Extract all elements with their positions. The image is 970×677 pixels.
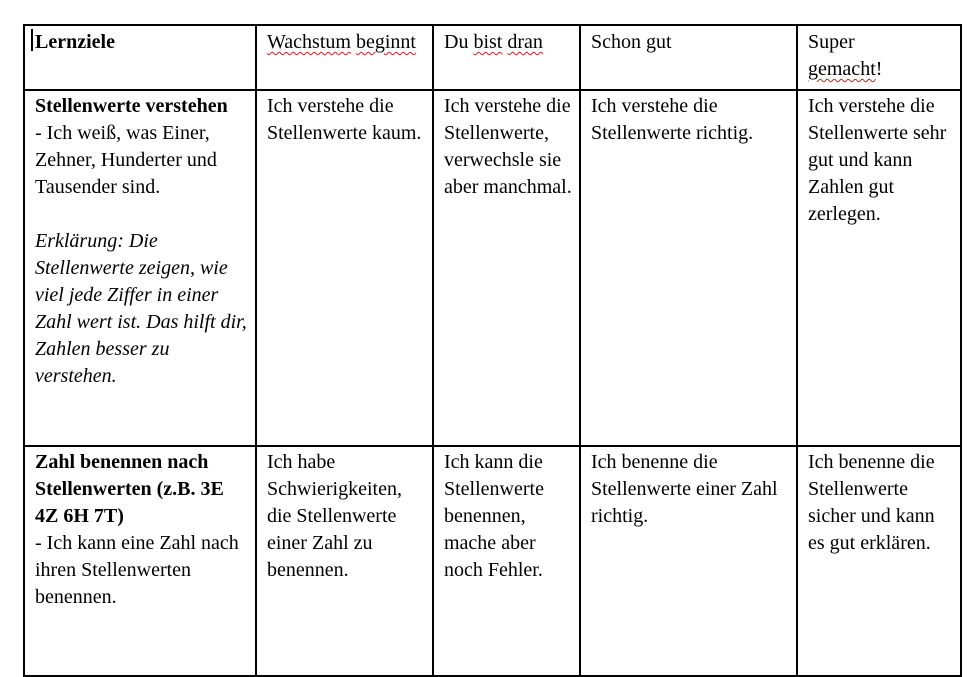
misspelled-word[interactable]: Wachstum [267, 31, 351, 53]
header-level3[interactable]: Schon gut [579, 24, 798, 91]
misspelled-word[interactable]: beginnt [355, 31, 416, 53]
level3-cell[interactable]: Ich benenne die Stellenwerte einer Zahl … [579, 445, 798, 677]
level3-cell[interactable]: Ich verstehe die Stellenwerte richtig. [579, 89, 798, 447]
goal-title: Stellenwerte verstehen [35, 95, 228, 117]
level-text: Ich benenne die Stellenwerte einer Zahl … [591, 451, 778, 527]
level-text: Ich kann die Stellenwerte benennen, mach… [444, 451, 544, 581]
level1-cell[interactable]: Ich habe Schwierigkeiten, die Stellenwer… [255, 445, 434, 677]
level4-cell[interactable]: Ich benenne die Stellenwerte sicher und … [796, 445, 962, 677]
goal-explanation: Erklärung: Die Stellenwerte zeigen, wie … [35, 230, 247, 387]
header-row: Lernziele Wachstum beginnt Du bist dran … [23, 24, 962, 91]
misspelled-word[interactable]: bist [473, 31, 503, 53]
goal-description: - Ich weiß, was Einer, Zehner, Hunderter… [35, 122, 217, 198]
rubric-table: Lernziele Wachstum beginnt Du bist dran … [23, 24, 962, 677]
level-text: Ich verstehe die Stellenwerte kaum. [267, 95, 422, 144]
goal-description: - Ich kann eine Zahl nach ihren Stellenw… [35, 532, 239, 608]
level-text: Ich verstehe die Stellenwerte sehr gut u… [808, 95, 947, 225]
header-level1[interactable]: Wachstum beginnt [255, 24, 434, 91]
table-row: Stellenwerte verstehen - Ich weiß, was E… [23, 89, 962, 447]
level-text: Ich benenne die Stellenwerte sicher und … [808, 451, 935, 554]
level-text: Ich habe Schwierigkeiten, die Stellenwer… [267, 451, 402, 581]
header-goals-text: Lernziele [35, 31, 115, 53]
header-word: Du [444, 31, 469, 53]
misspelled-word[interactable]: gemacht [808, 58, 876, 80]
header-word: ! [875, 58, 883, 80]
text-cursor [31, 29, 33, 51]
header-level2[interactable]: Du bist dran [432, 24, 581, 91]
header-level4[interactable]: Super gemacht! [796, 24, 962, 91]
goal-cell[interactable]: Zahl benennen nach Stellenwerten (z.B. 3… [23, 445, 257, 677]
table-row: Zahl benennen nach Stellenwerten (z.B. 3… [23, 445, 962, 677]
level1-cell[interactable]: Ich verstehe die Stellenwerte kaum. [255, 89, 434, 447]
goal-cell[interactable]: Stellenwerte verstehen - Ich weiß, was E… [23, 89, 257, 447]
level2-cell[interactable]: Ich verstehe die Stellenwerte, verwechsl… [432, 89, 581, 447]
level2-cell[interactable]: Ich kann die Stellenwerte benennen, mach… [432, 445, 581, 677]
level-text: Ich verstehe die Stellenwerte richtig. [591, 95, 754, 144]
header-goals[interactable]: Lernziele [23, 24, 257, 91]
goal-title: Zahl benennen nach Stellenwerten (z.B. 3… [35, 451, 224, 527]
header-word: Super [808, 31, 855, 53]
header-level3-text: Schon gut [591, 31, 672, 53]
level-text: Ich verstehe die Stellenwerte, verwechsl… [444, 95, 572, 198]
misspelled-word[interactable]: dran [507, 31, 543, 53]
level4-cell[interactable]: Ich verstehe die Stellenwerte sehr gut u… [796, 89, 962, 447]
